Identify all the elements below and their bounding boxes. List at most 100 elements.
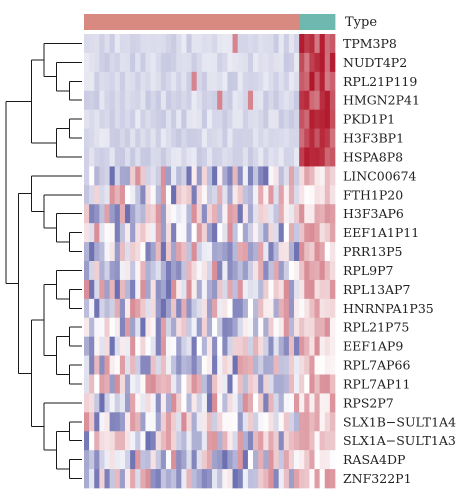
heatmap-cell	[89, 469, 95, 489]
heatmap-cell	[165, 204, 172, 224]
heatmap-cell	[288, 185, 295, 205]
heatmap-cell	[124, 242, 131, 262]
heatmap-cell	[206, 242, 213, 262]
heatmap-cell	[114, 185, 121, 205]
heatmap-cell	[89, 450, 95, 470]
row-labels: TPM3P8 NUDT4P2 RPL21P119 HMGN2P41 PKD1P1 H3F3…	[343, 36, 456, 486]
heatmap-cell	[124, 374, 131, 394]
heatmap-cell	[145, 71, 151, 92]
heatmap-cell	[155, 336, 162, 356]
heatmap-cell	[299, 52, 305, 73]
heatmap-cell	[104, 242, 110, 262]
heatmap-cell	[119, 279, 126, 300]
heatmap-cell	[212, 242, 218, 262]
heatmap-cell	[89, 52, 95, 73]
heatmap-cell	[206, 34, 213, 54]
heatmap-cell	[124, 185, 131, 205]
heatmap-cell	[217, 412, 223, 432]
heatmap-cell	[176, 223, 182, 243]
heatmap-cell	[227, 317, 233, 338]
heatmap-cell	[309, 71, 315, 92]
heatmap-cell	[104, 317, 110, 338]
heatmap-cell	[135, 90, 141, 111]
heatmap-cell	[304, 317, 310, 338]
row-label: FTH1P20	[343, 187, 403, 202]
heatmap-cell	[294, 412, 300, 432]
annotation-group-2	[299, 14, 336, 30]
heatmap-cell	[104, 393, 110, 413]
heatmap-cell	[304, 71, 310, 92]
heatmap-cell	[99, 355, 105, 375]
heatmap-cell	[196, 166, 203, 186]
heatmap-cell	[304, 279, 310, 300]
heatmap-cell	[227, 71, 233, 92]
heatmap-cell	[191, 450, 198, 470]
heatmap-cell	[329, 90, 336, 111]
row-label: HSPA8P8	[343, 149, 403, 164]
heatmap-cell	[109, 469, 116, 489]
heatmap-cell	[237, 355, 244, 375]
heatmap-cell	[237, 336, 244, 356]
heatmap-cell	[263, 204, 269, 224]
heatmap-cell	[217, 298, 223, 319]
heatmap-cell	[232, 469, 239, 489]
heatmap-cell	[273, 128, 279, 148]
heatmap-cell	[176, 52, 182, 73]
heatmap-cell	[150, 242, 157, 262]
heatmap-cell	[94, 166, 100, 186]
heatmap-cell	[222, 412, 228, 432]
heatmap-cell	[196, 147, 203, 167]
heatmap-cell	[176, 34, 182, 54]
heatmap-cell	[84, 204, 90, 224]
heatmap-cell	[165, 166, 172, 186]
heatmap-cell	[319, 71, 326, 92]
heatmap-cell	[309, 317, 315, 338]
heatmap-cell	[217, 185, 223, 205]
heatmap-cell	[99, 128, 105, 148]
heatmap-cell	[222, 317, 228, 338]
heatmap-cell	[165, 469, 172, 489]
heatmap-cell	[288, 261, 295, 281]
heatmap-cell	[237, 298, 244, 319]
heatmap-cell	[309, 128, 315, 148]
heatmap-cell	[84, 393, 90, 413]
heatmap-cell	[329, 374, 336, 394]
heatmap-cell	[165, 223, 172, 243]
heatmap-cell	[165, 242, 172, 262]
heatmap-cell	[155, 450, 162, 470]
heatmap-cell	[283, 450, 290, 470]
heatmap-cell	[171, 71, 177, 92]
row-label: RPL21P119	[343, 74, 417, 89]
heatmap-cell	[176, 147, 182, 167]
heatmap-cell	[237, 469, 244, 489]
heatmap-cell	[171, 223, 177, 243]
heatmap-cell	[196, 279, 203, 300]
heatmap-cell	[247, 204, 254, 224]
heatmap-cell	[304, 34, 310, 54]
heatmap-cell	[171, 374, 177, 394]
heatmap-cell	[191, 412, 198, 432]
heatmap-cell	[171, 298, 177, 319]
heatmap-cell	[94, 469, 100, 489]
heatmap-cell	[104, 355, 110, 375]
heatmap-cell	[181, 52, 187, 73]
row-label: RPS2P7	[343, 395, 394, 410]
heatmap-cell	[176, 166, 182, 186]
heatmap-cell	[212, 450, 218, 470]
heatmap-cell	[109, 298, 116, 319]
heatmap-cell	[247, 34, 254, 54]
heatmap-cell	[196, 109, 203, 129]
heatmap-cell	[253, 109, 259, 129]
heatmap-cell	[89, 298, 95, 319]
heatmap-cell	[319, 90, 326, 111]
heatmap-cell	[273, 298, 279, 319]
heatmap-cell	[258, 109, 264, 129]
heatmap-cell	[232, 223, 239, 243]
heatmap-cell	[273, 279, 279, 300]
heatmap-cell	[299, 185, 305, 205]
heatmap-cell	[206, 355, 213, 375]
heatmap-cell	[258, 166, 264, 186]
heatmap-cell	[273, 147, 279, 167]
heatmap-cell	[196, 393, 203, 413]
heatmap-cell	[222, 261, 228, 281]
